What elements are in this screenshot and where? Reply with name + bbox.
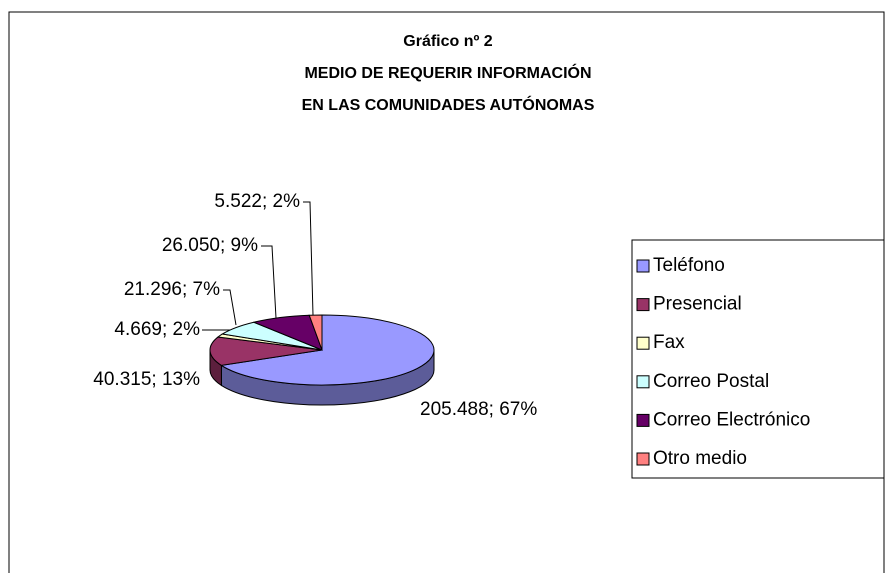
slice: [220, 314, 435, 386]
chart-title: EN LAS COMUNIDADES AUTÓNOMAS: [302, 95, 595, 114]
slice: [308, 314, 323, 351]
leader-line: [223, 289, 237, 326]
legend-swatch: [636, 259, 650, 273]
leader-line: [303, 201, 314, 316]
legend-swatch: [636, 336, 650, 350]
legend-label: Otro medio: [653, 448, 747, 469]
legend-label: Correo Electrónico: [653, 409, 810, 430]
legend-swatch: [636, 452, 650, 466]
legend-swatch: [636, 298, 650, 312]
leader-line: [261, 245, 277, 319]
data-label: 205.488; 67%: [420, 399, 537, 420]
chart-title: MEDIO DE REQUERIR INFORMACIÓN: [304, 63, 591, 82]
data-label: 26.050; 9%: [162, 235, 258, 256]
chart-title: Gráfico nº 2: [403, 33, 493, 50]
legend-box: [631, 239, 885, 479]
legend-label: Teléfono: [653, 255, 725, 276]
data-label: 21.296; 7%: [124, 279, 220, 300]
data-label: 4.669; 2%: [114, 319, 200, 340]
legend-swatch: [636, 413, 650, 427]
legend-label: Fax: [653, 332, 685, 353]
slice: [209, 336, 323, 366]
legend-label: Correo Postal: [653, 371, 769, 392]
data-label: 5.522; 2%: [214, 191, 300, 212]
legend-swatch: [636, 375, 650, 389]
legend-label: Presencial: [653, 294, 742, 315]
data-label: 40.315; 13%: [93, 369, 200, 390]
